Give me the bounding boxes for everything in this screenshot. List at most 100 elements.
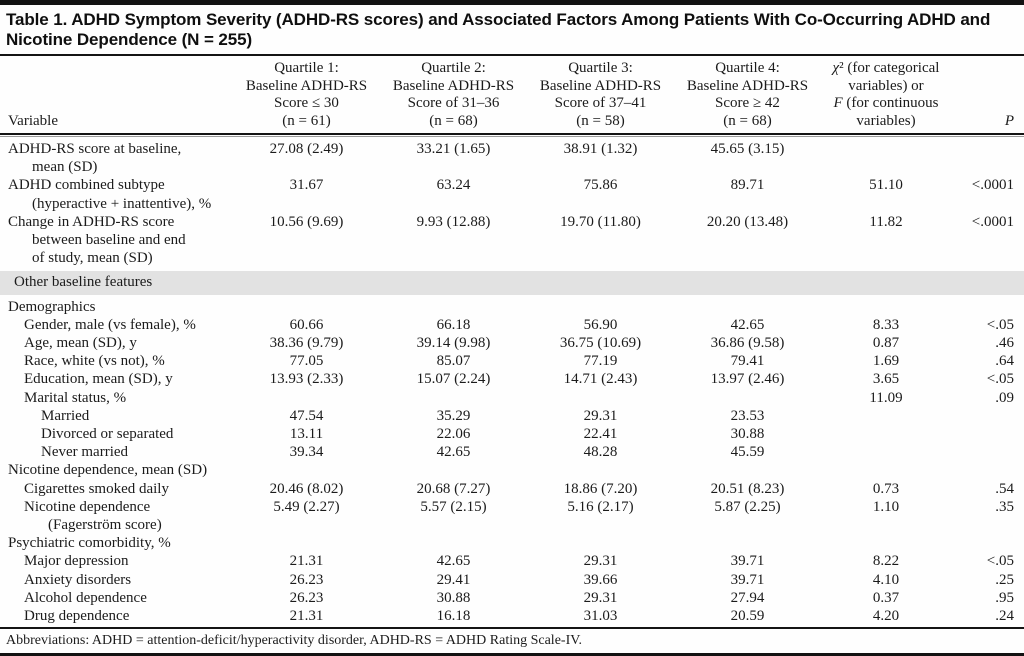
value-stat: 51.10: [869, 177, 903, 194]
subsection-row: Nicotine dependence, mean (SD): [8, 461, 1024, 479]
row-label: Education, mean (SD), y: [8, 370, 233, 388]
value-q2: 22.06: [436, 426, 471, 443]
value-q1: 21.31: [289, 553, 324, 570]
row-label-line: (Fagerström score): [48, 517, 162, 534]
row-label: Married: [8, 407, 233, 425]
q4-line: Baseline ADHD-RS: [686, 77, 809, 94]
value-q4: 13.97 (2.46): [710, 371, 785, 388]
value-stat: 11.09: [869, 389, 903, 406]
value-stat: 1.10: [872, 498, 900, 515]
value-q3: 31.03: [583, 608, 618, 625]
stat-line: F (for continuous: [833, 95, 939, 111]
value-q2: 9.93 (12.88): [416, 213, 491, 230]
p-label: P: [1004, 112, 1014, 129]
value-q3: 29.31: [583, 553, 618, 570]
value-stat: 8.33: [872, 316, 900, 333]
value-q3: 36.75 (10.69): [559, 335, 642, 352]
value-stat: 0.73: [872, 480, 900, 497]
value-q3: 29.31: [583, 407, 618, 424]
q3-line: Score of 37–41: [554, 95, 647, 111]
header-statistic: χ² (for categorical variables) or F (for…: [821, 60, 951, 130]
value-q1: 38.36 (9.79): [269, 335, 344, 352]
row-label: Marital status, %: [8, 389, 233, 407]
value-q2: 85.07: [436, 353, 471, 370]
value-stat: 4.20: [872, 608, 900, 625]
value-q3: 39.66: [583, 571, 618, 588]
row-label-line: Major depression: [24, 553, 129, 570]
row-label: Never married: [8, 443, 233, 461]
q1-line: Baseline ADHD-RS: [245, 77, 368, 94]
value-q3: 38.91 (1.32): [563, 141, 638, 157]
value-q1: 47.54: [289, 407, 324, 424]
q1-line: Score ≤ 30: [274, 95, 339, 111]
value-q1: 13.11: [289, 426, 324, 443]
table-header: Variable Quartile 1: Baseline ADHD-RS Sc…: [0, 56, 1024, 133]
value-q4: 39.71: [730, 571, 765, 588]
table-row: Never married 39.34 42.65 48.28 45.59: [8, 443, 1024, 461]
q2-line: Score of 31–36: [407, 95, 500, 111]
q3-line: Baseline ADHD-RS: [539, 77, 662, 94]
table-row: Marital status, % 11.09 .09: [8, 389, 1024, 407]
row-label-line: Never married: [41, 444, 129, 461]
value-q1: 31.67: [289, 177, 324, 194]
q4-line: Score ≥ 42: [715, 95, 780, 111]
value-q3: 14.71 (2.43): [563, 371, 638, 388]
row-label: Anxiety disorders: [8, 571, 233, 589]
value-q3: 19.70 (11.80): [560, 213, 641, 230]
value-q4: 42.65: [730, 316, 765, 333]
table-row: Divorced or separated 13.11 22.06 22.41 30.8…: [8, 425, 1024, 443]
row-label: Drug dependence: [8, 607, 233, 625]
value-q2: 30.88: [436, 589, 471, 606]
row-label-line: Demographics: [8, 298, 96, 315]
row-label-line: ADHD-RS score at baseline,: [8, 141, 182, 157]
bottom-rule: [0, 653, 1024, 656]
row-label-line: of study, mean (SD): [32, 250, 153, 267]
q2-line: (n = 68): [429, 112, 478, 129]
header-variable-label: Variable: [8, 112, 58, 129]
value-q3: 75.86: [583, 177, 618, 194]
table-row: Anxiety disorders 26.23 29.41 39.66 39.71 4.1…: [8, 571, 1024, 589]
header-quartile-4: Quartile 4: Baseline ADHD-RS Score ≥ 42 …: [674, 60, 821, 130]
table-row: Cigarettes smoked daily 20.46 (8.02) 20.68…: [8, 480, 1024, 498]
header-quartile-3: Quartile 3: Baseline ADHD-RS Score of 37…: [527, 60, 674, 130]
title-rule: [0, 54, 1024, 56]
table-row: ADHD combined subtype (hyperactive + inat…: [8, 176, 1024, 212]
row-label-line: Age, mean (SD), y: [24, 335, 137, 352]
row-label: Age, mean (SD), y: [8, 334, 233, 352]
q2-line: Quartile 2:: [421, 60, 486, 76]
value-q2: 42.65: [436, 553, 471, 570]
value-q1: 27.08 (2.49): [269, 141, 344, 157]
value-q1: 39.34: [289, 444, 324, 461]
row-label: ADHD combined subtype (hyperactive + inat…: [8, 176, 233, 212]
table-row: Alcohol dependence 26.23 30.88 29.31 27.94 0.…: [8, 589, 1024, 607]
value-q4: 79.41: [730, 353, 765, 370]
row-label: Major depression: [8, 552, 233, 570]
value-q1: 26.23: [289, 571, 324, 588]
table-body: ADHD-RS score at baseline, mean (SD) 27.08…: [0, 137, 1024, 625]
value-q1: 26.23: [289, 589, 324, 606]
footnote-rule: [0, 627, 1024, 630]
value-q2: 39.14 (9.98): [416, 335, 491, 352]
row-label-line: Alcohol dependence: [24, 589, 147, 606]
value-q3: 22.41: [583, 426, 618, 443]
value-q4: 89.71: [730, 177, 765, 194]
row-label-line: Race, white (vs not), %: [24, 353, 165, 370]
row-label-line: Nicotine dependence, mean (SD): [8, 462, 208, 479]
row-label: Divorced or separated: [8, 425, 233, 443]
q4-line: Quartile 4:: [715, 60, 780, 76]
section-label: Other baseline features: [14, 274, 153, 291]
table-row: Change in ADHD-RS score between baseline …: [8, 213, 1024, 268]
value-p: .54: [995, 480, 1014, 497]
row-label: Cigarettes smoked daily: [8, 480, 233, 498]
value-q2: 66.18: [436, 316, 471, 333]
value-q1: 77.05: [289, 353, 324, 370]
value-p: <.05: [986, 371, 1014, 388]
top-rule: [0, 0, 1024, 5]
row-label-line: ADHD combined subtype: [8, 177, 165, 194]
section-band: Other baseline features: [0, 271, 1024, 295]
value-q1: 10.56 (9.69): [269, 213, 344, 230]
value-q1: 21.31: [289, 608, 324, 625]
table-row: Age, mean (SD), y 38.36 (9.79) 39.14 (9.98…: [8, 334, 1024, 352]
row-label: ADHD-RS score at baseline, mean (SD): [8, 140, 233, 176]
stat-line: χ² (for categorical: [832, 60, 940, 76]
